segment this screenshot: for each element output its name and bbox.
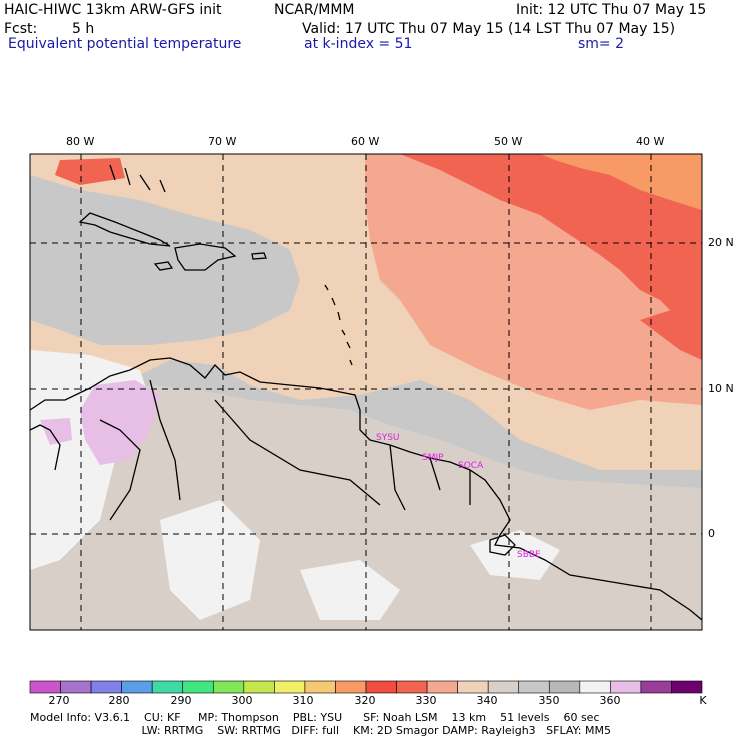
theta-e-330-spot — [640, 300, 702, 360]
colorbar-swatch — [90, 680, 122, 694]
colorbar-swatch — [243, 680, 275, 694]
lesser-antilles-coastline — [324, 284, 353, 366]
colorbar-swatch — [60, 680, 92, 694]
theta-e-365-region — [80, 380, 160, 465]
theta-e-325-region — [540, 154, 702, 210]
level-label: at k-index = 51 — [304, 36, 413, 52]
theta-e-330-region — [400, 154, 702, 360]
colorbar-swatch — [274, 680, 306, 694]
station-smjp: SMJP — [422, 453, 444, 463]
central-america-coastline — [30, 424, 61, 471]
organization-label: NCAR/MMM — [274, 2, 355, 18]
colorbar-swatch — [579, 680, 611, 694]
cuba-coastline — [78, 212, 171, 247]
lat-label-0: 0 — [708, 527, 715, 540]
colorbar-label-360: 360 — [599, 694, 621, 707]
map-frame — [29, 153, 703, 631]
colorbar-label-300: 300 — [231, 694, 253, 707]
colorbar — [29, 680, 703, 694]
colorbar-swatch — [151, 680, 184, 694]
colorbar-swatch — [365, 680, 397, 694]
theta-e-360-region — [470, 530, 560, 580]
smoothing-label: sm= 2 — [578, 36, 625, 52]
station-sysu: SYSU — [376, 433, 400, 443]
theta-e-345-region — [30, 175, 300, 345]
colorbar-swatch — [121, 680, 153, 694]
station-sbbe: SBBE — [517, 550, 541, 560]
colorbar-swatch — [426, 680, 458, 694]
model-title: HAIC-HIWC 13km ARW-GFS init — [4, 2, 222, 18]
lon-label-60w: 60 W — [351, 135, 380, 148]
colorbar-swatch — [182, 680, 214, 694]
model-info-line-2: LW: RRTMG SW: RRTMG DIFF: full KM: 2D Sm… — [124, 724, 611, 737]
theta-e-330-spot — [55, 158, 125, 185]
colorbar-label-320: 320 — [354, 694, 376, 707]
model-info-line-1: Model Info: V3.6.1 CU: KF MP: Thompson P… — [30, 711, 600, 724]
colorbar-swatch — [335, 680, 367, 694]
colorbar-label-350: 350 — [538, 694, 560, 707]
colorbar-swatch — [396, 680, 428, 694]
colorbar-swatch — [518, 680, 550, 694]
colorbar-label-290: 290 — [170, 694, 192, 707]
field-name: Equivalent potential temperature — [8, 36, 242, 52]
lon-label-80w: 80 W — [66, 135, 95, 148]
colorbar-swatch — [671, 680, 703, 694]
jamaica-coastline — [153, 261, 174, 271]
colorbar-swatch — [548, 680, 581, 694]
init-time: Init: 12 UTC Thu 07 May 15 — [516, 2, 707, 18]
colorbar-label-340: 340 — [476, 694, 498, 707]
theta-e-340-region — [290, 160, 365, 260]
colorbar-unit: K — [699, 694, 707, 707]
colorbar-swatch — [212, 680, 245, 694]
colorbar-label-270: 270 — [48, 694, 70, 707]
colorbar-label-310: 310 — [292, 694, 314, 707]
colorbar-label-330: 330 — [415, 694, 437, 707]
puerto-rico-coastline — [251, 252, 267, 260]
theta-e-360-region — [300, 560, 400, 620]
theta-e-360-region — [160, 500, 260, 620]
theta-e-365-region — [40, 418, 72, 445]
colorbar-swatch — [610, 680, 642, 694]
lon-label-50w: 50 W — [494, 135, 523, 148]
lat-label-10n: 10 N — [708, 382, 734, 395]
colorbar-swatch — [457, 680, 489, 694]
colorbar-label-280: 280 — [108, 694, 130, 707]
hispaniola-coastline — [174, 243, 237, 271]
bahamas-coastline — [109, 164, 166, 193]
colorbar-swatch — [640, 680, 672, 694]
south-america-coastline — [30, 357, 702, 621]
lon-label-70w: 70 W — [208, 135, 237, 148]
colorbar-swatch — [29, 680, 61, 694]
lon-label-40w: 40 W — [636, 135, 665, 148]
colorbar-swatch — [304, 680, 336, 694]
forecast-hours: 5 h — [72, 21, 95, 37]
forecast-label: Fcst: — [4, 21, 38, 37]
amazon-delta-coastline — [489, 534, 516, 556]
valid-time: Valid: 17 UTC Thu 07 May 15 (14 LST Thu … — [302, 21, 676, 37]
station-soca: SOCA — [458, 461, 484, 471]
colorbar-swatch — [487, 680, 520, 694]
lat-label-20n: 20 N — [708, 236, 734, 249]
country-borders — [99, 379, 471, 521]
